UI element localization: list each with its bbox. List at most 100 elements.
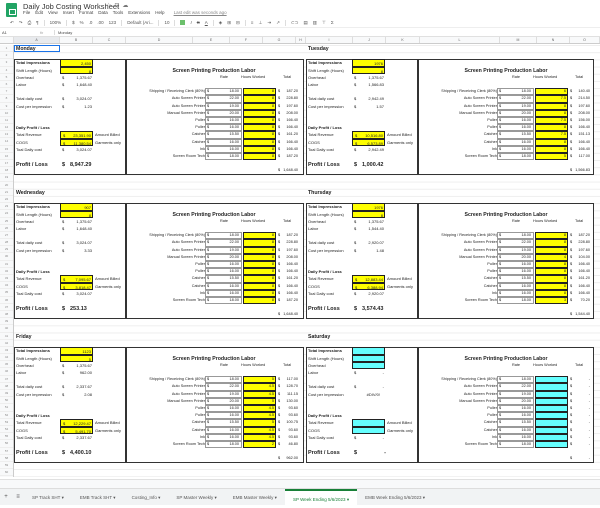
rate-cell[interactable]: $16.00 <box>497 145 534 153</box>
print-icon[interactable]: ⎙ <box>27 20 32 25</box>
labor-row-total[interactable]: 104.00 <box>578 254 590 259</box>
row-number[interactable]: 25 <box>0 218 13 225</box>
hours-worked-input[interactable] <box>535 441 568 449</box>
rate-cell[interactable]: $20.00 <box>205 397 242 405</box>
rate-cell[interactable]: $16.00 <box>205 268 242 276</box>
font-select[interactable]: Default (Ari... <box>127 20 154 25</box>
hours-worked-input[interactable] <box>535 412 568 420</box>
labor-row-total[interactable]: 208.00 <box>286 254 298 259</box>
row-number[interactable]: 14 <box>0 138 13 146</box>
col-header-c[interactable]: C <box>93 37 126 43</box>
sheets-logo-icon[interactable] <box>6 3 17 17</box>
increase-decimal-button[interactable]: .00 <box>97 20 104 25</box>
rate-cell[interactable]: $19.00 <box>497 102 534 110</box>
cost-per-impression-value[interactable]: 1.23 <box>84 103 92 109</box>
hours-worked-input[interactable]: 8 <box>243 95 276 103</box>
labor-row-total[interactable]: 166.40 <box>286 118 298 122</box>
row-number[interactable]: 53 <box>0 419 13 426</box>
hours-worked-input[interactable]: 7.5 <box>535 131 568 139</box>
rate-cell[interactable]: $22.00 <box>205 239 242 247</box>
labor-row-total[interactable]: 187.20 <box>286 89 298 94</box>
overhead-value[interactable]: 1,375.67 <box>76 362 92 368</box>
labor-row-total[interactable]: - <box>588 377 590 382</box>
col-header-i[interactable]: I <box>306 37 353 43</box>
day-title[interactable]: Monday <box>16 46 36 52</box>
hours-worked-input[interactable]: 2 <box>243 441 276 449</box>
labor-row-total[interactable]: 111.15 <box>286 391 298 396</box>
spreadsheet-grid[interactable]: 1 2 3 4 5 6 7 8 9 10 11 12 13 14 15 16 17 18 19 20 21 22 23 24 2… <box>0 45 600 477</box>
labor-row-total[interactable]: 93.60 <box>288 434 298 439</box>
cost-per-impression-value[interactable]: 1.57 <box>376 103 384 109</box>
labor-row-total[interactable]: 166.40 <box>578 139 590 144</box>
labor-row-total[interactable]: 187.20 <box>578 233 590 238</box>
hours-worked-input[interactable]: 8 <box>243 117 276 125</box>
rate-cell[interactable]: $16.00 <box>497 117 534 125</box>
rate-cell[interactable]: $22.00 <box>205 383 242 391</box>
row-number[interactable]: 27 <box>0 232 13 240</box>
total-daily-cost-value[interactable]: - <box>382 384 384 390</box>
rate-cell[interactable]: $16.00 <box>497 138 534 146</box>
hours-worked-input[interactable]: 8 <box>243 261 276 269</box>
cogs-input[interactable]: $3,818.47 <box>60 282 93 290</box>
hours-worked-input[interactable]: 8 <box>243 88 276 96</box>
rate-cell[interactable]: $16.00 <box>497 426 534 434</box>
italic-icon[interactable]: I <box>190 20 192 25</box>
row-number[interactable]: 46 <box>0 368 13 376</box>
cost-per-impression-value[interactable]: 2.08 <box>84 391 92 397</box>
col-header-n[interactable]: N <box>537 37 570 43</box>
labor-grand-total[interactable]: 962.00 <box>286 456 298 461</box>
labor-row-total[interactable]: 228.80 <box>578 240 590 245</box>
rate-cell[interactable]: $18.00 <box>205 297 242 305</box>
row-number[interactable]: 1 <box>0 45 13 53</box>
labor-row-total[interactable]: 166.40 <box>578 262 590 266</box>
hours-worked-input[interactable]: 8 <box>243 124 276 132</box>
labor-row-total[interactable]: 166.40 <box>578 290 590 295</box>
formula-input[interactable]: Monday <box>54 29 72 35</box>
shift-length-input[interactable]: 8 <box>352 210 385 218</box>
font-size-select[interactable]: 10 <box>164 20 170 25</box>
total-impressions-input[interactable] <box>352 347 385 355</box>
revenue-input[interactable]: $7,095.67 <box>60 275 93 283</box>
labor-row-total[interactable]: 166.40 <box>286 262 298 266</box>
rate-cell[interactable]: $18.00 <box>205 232 242 240</box>
zoom-select[interactable]: 100% <box>49 20 62 25</box>
labor-row-total[interactable]: 166.40 <box>578 146 590 151</box>
row-number[interactable]: 13 <box>0 131 13 139</box>
rate-cell[interactable]: $18.00 <box>205 441 242 449</box>
cogs-input[interactable]: $6,573.89 <box>352 138 385 146</box>
toal-daily-cost-value[interactable]: 3,024.07 <box>76 146 92 152</box>
row-number[interactable]: 3 <box>0 59 13 67</box>
labor-row-total[interactable]: 197.60 <box>578 247 590 252</box>
hours-worked-input[interactable]: 8 <box>243 253 276 261</box>
rate-cell[interactable]: $16.00 <box>497 124 534 132</box>
row-number[interactable]: 38 <box>0 311 13 319</box>
hours-worked-input[interactable]: 8 <box>243 289 276 297</box>
total-daily-cost-value[interactable]: 3,024.07 <box>76 240 92 246</box>
rate-cell[interactable]: $18.00 <box>205 376 242 384</box>
row-number[interactable]: 59 <box>0 462 13 470</box>
sheet-tab-sp-track[interactable]: SP Track SHT ▾ <box>32 494 64 500</box>
fill-color-icon[interactable]: ◈ <box>218 19 223 25</box>
decrease-decimal-button[interactable]: .0 <box>88 20 93 25</box>
rate-cell[interactable]: $18.00 <box>205 88 242 96</box>
row-number[interactable]: 55 <box>0 433 13 441</box>
hours-worked-input[interactable]: 4 <box>535 253 568 261</box>
labor-row-total[interactable]: 208.00 <box>578 110 590 115</box>
hours-worked-input[interactable]: 8 <box>243 246 276 254</box>
row-number[interactable]: 29 <box>0 246 13 254</box>
rate-cell[interactable]: $16.00 <box>205 261 242 269</box>
labor-row-total[interactable]: 197.60 <box>286 247 298 252</box>
col-header-b[interactable]: B <box>60 37 93 43</box>
labor-row-total[interactable]: 93.60 <box>288 406 298 410</box>
rate-cell[interactable]: $19.00 <box>497 246 534 254</box>
hours-worked-input[interactable]: 4.5 <box>243 383 276 391</box>
row-number[interactable]: 36 <box>0 297 13 304</box>
labor-row-total[interactable]: 228.80 <box>286 96 298 101</box>
row-number[interactable]: 22 <box>0 196 13 204</box>
rate-cell[interactable]: $18.00 <box>497 88 534 96</box>
labor-row-total[interactable]: 93.60 <box>288 427 298 432</box>
star-icon[interactable]: ☆ <box>106 3 115 9</box>
rate-cell[interactable]: $18.00 <box>497 441 534 449</box>
labor-row-total[interactable]: 117.00 <box>286 377 298 382</box>
rate-cell[interactable]: $19.00 <box>497 390 534 398</box>
